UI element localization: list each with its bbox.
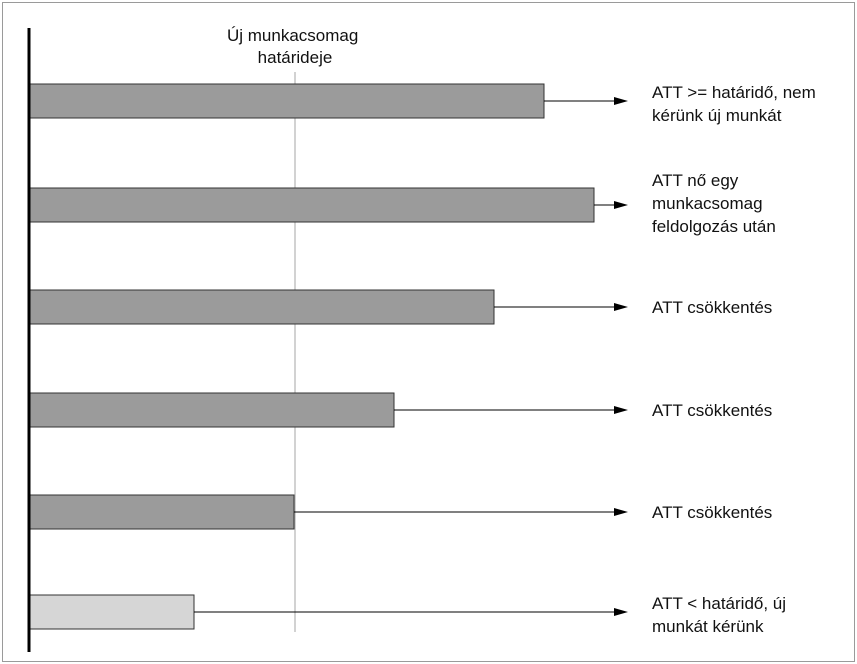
- row-label-1-line-1: ATT >= határidő, nem: [652, 83, 816, 102]
- arrow-head-5: [614, 508, 628, 516]
- row-2: ATT nő egy munkacsomag feldolgozás után: [29, 171, 776, 236]
- row-5: ATT csökkentés: [29, 494, 772, 530]
- deadline-label: Új munkacsomag határideje: [227, 26, 363, 67]
- row-label-4-line-1: ATT csökkentés: [652, 401, 772, 420]
- bar-5: [29, 494, 295, 530]
- bar-6: [29, 594, 195, 630]
- arrow-head-2: [614, 201, 628, 209]
- bar-1: [29, 83, 545, 119]
- bar-2: [29, 187, 595, 223]
- row-6: ATT < határidő, új munkát kérünk: [29, 594, 786, 636]
- row-4: ATT csökkentés: [29, 392, 772, 428]
- row-label-2-line-2: munkacsomag: [652, 194, 763, 213]
- deadline-label-line-2: határideje: [258, 48, 333, 67]
- row-label-2-line-1: ATT nő egy: [652, 171, 739, 190]
- row-label-3: ATT csökkentés: [652, 298, 772, 317]
- row-label-6-line-2: munkát kérünk: [652, 617, 764, 636]
- row-label-6: ATT < határidő, új munkát kérünk: [652, 594, 786, 636]
- row-label-3-line-1: ATT csökkentés: [652, 298, 772, 317]
- row-1: ATT >= határidő, nem kérünk új munkát: [29, 83, 816, 125]
- row-label-1-line-2: kérünk új munkát: [652, 106, 782, 125]
- arrow-head-4: [614, 406, 628, 414]
- row-label-2: ATT nő egy munkacsomag feldolgozás után: [652, 171, 776, 236]
- bar-3: [29, 289, 495, 325]
- arrow-head-1: [614, 97, 628, 105]
- row-label-2-line-3: feldolgozás után: [652, 217, 776, 236]
- row-label-1: ATT >= határidő, nem kérünk új munkát: [652, 83, 816, 125]
- row-label-5: ATT csökkentés: [652, 503, 772, 522]
- deadline-label-line-1: Új munkacsomag: [227, 26, 358, 45]
- row-label-6-line-1: ATT < határidő, új: [652, 594, 786, 613]
- row-label-4: ATT csökkentés: [652, 401, 772, 420]
- row-label-5-line-1: ATT csökkentés: [652, 503, 772, 522]
- arrow-head-6: [614, 608, 628, 616]
- row-3: ATT csökkentés: [29, 289, 772, 325]
- rows-group: ATT >= határidő, nem kérünk új munkátATT …: [29, 83, 816, 636]
- bar-4: [29, 392, 395, 428]
- arrow-head-3: [614, 303, 628, 311]
